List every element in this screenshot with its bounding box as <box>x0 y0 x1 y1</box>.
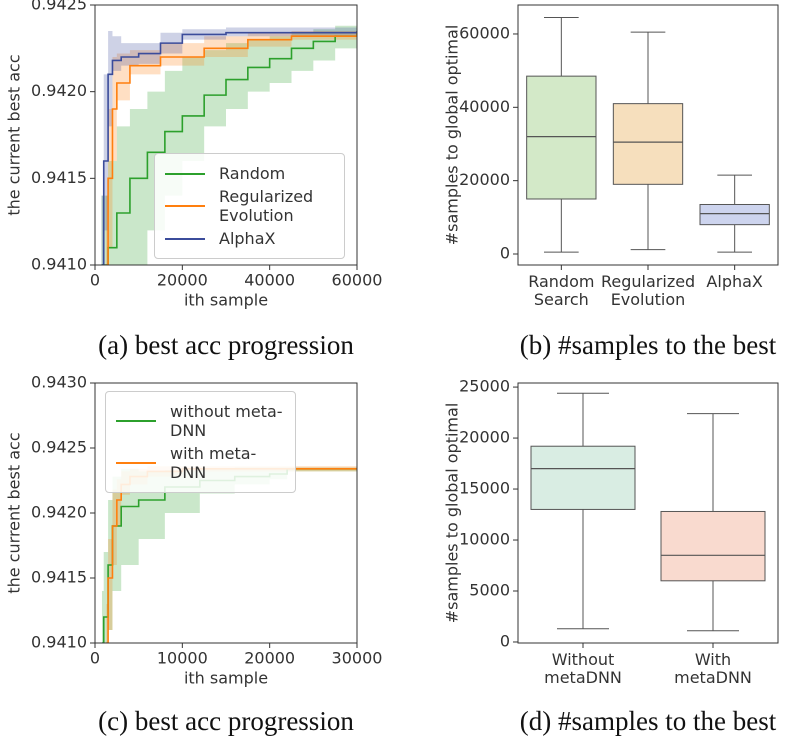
line <box>101 31 357 265</box>
legend-label: Random <box>219 164 286 183</box>
y-axis-label: the current best acc <box>5 432 24 593</box>
caption: (b) #samples to the best <box>520 330 777 360</box>
y-tick-label: 0.9420 <box>31 81 87 100</box>
confidence-band <box>101 25 357 265</box>
y-axis-label: #samples to global optimal <box>443 25 462 246</box>
legend: without meta-DNN with meta-DNN <box>105 391 296 493</box>
legend-item: without meta-DNN <box>116 402 285 440</box>
legend-label: Regularized Evolution <box>219 187 314 225</box>
confidence-band <box>101 27 357 265</box>
legend: Random Regularized Evolution AlphaX <box>154 153 345 259</box>
line <box>105 32 357 265</box>
y-tick-label: 0.9425 <box>31 0 87 14</box>
box <box>699 203 770 226</box>
line <box>101 32 357 265</box>
y-axis-label: #samples to global optimal <box>443 403 462 624</box>
y-tick-label: 60000 <box>459 23 510 42</box>
x-tick-label: AlphaX <box>706 272 763 291</box>
legend-item: with meta-DNN <box>116 444 285 482</box>
y-tick-label: 15000 <box>459 479 510 498</box>
x-tick-label: With metaDNN <box>674 650 752 688</box>
confidence-band <box>105 29 357 265</box>
legend-item: AlphaX <box>165 229 334 248</box>
plot-frame <box>517 382 779 644</box>
x-tick-label: 20000 <box>157 271 208 290</box>
x-tick-label: 0 <box>90 649 100 668</box>
legend-swatch <box>165 172 205 175</box>
legend-label: with meta-DNN <box>170 444 257 482</box>
legend-swatch <box>165 237 205 240</box>
caption: (c) best acc progression <box>98 706 354 736</box>
legend-item: Regularized Evolution <box>165 187 334 225</box>
x-tick-label: 60000 <box>332 271 383 290</box>
box <box>660 510 766 582</box>
x-tick-label: Without metaDNN <box>544 650 622 688</box>
plot-frame <box>94 382 358 644</box>
y-tick-label: 10000 <box>459 530 510 549</box>
y-tick-label: 0.9430 <box>31 373 87 392</box>
box <box>526 75 597 200</box>
plot-frame <box>94 4 358 266</box>
x-tick-label: 30000 <box>332 649 383 668</box>
y-tick-label: 0.9410 <box>31 255 87 274</box>
y-tick-label: 5000 <box>469 581 510 600</box>
x-tick-label: 20000 <box>244 649 295 668</box>
y-axis-label: the current best acc <box>5 54 24 215</box>
y-tick-label: 0.9410 <box>31 633 87 652</box>
y-tick-label: 0.9420 <box>31 503 87 522</box>
y-tick-label: 0.9415 <box>31 168 87 187</box>
y-tick-label: 0.9425 <box>31 438 87 457</box>
plot-frame <box>517 4 779 266</box>
y-tick-label: 25000 <box>459 377 510 396</box>
legend-item: Random <box>165 164 334 183</box>
x-axis-label: ith sample <box>184 669 268 688</box>
y-tick-label: 40000 <box>459 97 510 116</box>
x-tick-label: 0 <box>90 271 100 290</box>
caption: (a) best acc progression <box>98 330 354 360</box>
confidence-band <box>101 467 357 643</box>
legend-swatch <box>165 205 205 207</box>
legend-swatch <box>116 420 156 422</box>
box <box>530 445 636 510</box>
legend-label: without meta-DNN <box>170 402 283 440</box>
y-tick-label: 0 <box>500 243 510 262</box>
box <box>612 103 684 185</box>
y-tick-label: 20000 <box>459 428 510 447</box>
x-tick-label: Random Search <box>528 272 595 310</box>
legend-label: AlphaX <box>219 229 276 248</box>
caption: (d) #samples to the best <box>520 706 777 736</box>
y-tick-label: 20000 <box>459 170 510 189</box>
x-tick-label: 10000 <box>157 649 208 668</box>
x-tick-label: Regularized Evolution <box>601 272 696 310</box>
y-tick-label: 0.9415 <box>31 568 87 587</box>
legend-swatch <box>116 462 156 464</box>
x-axis-label: ith sample <box>184 291 268 310</box>
y-tick-label: 0 <box>500 631 510 650</box>
x-tick-label: 40000 <box>244 271 295 290</box>
